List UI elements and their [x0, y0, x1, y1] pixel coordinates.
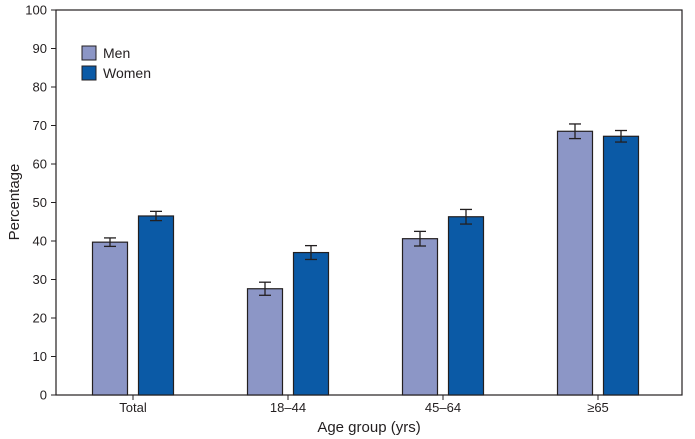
- bar-women: [447, 216, 485, 396]
- y-tick-label: 0: [40, 388, 47, 403]
- y-tick-label: 60: [33, 157, 47, 172]
- legend-label-men: Men: [103, 45, 130, 61]
- y-tick-label: 20: [33, 311, 47, 326]
- bars: [91, 123, 640, 396]
- y-tick-label: 40: [33, 234, 47, 249]
- bar-men: [91, 241, 129, 396]
- legend-swatch-men: [81, 45, 97, 61]
- y-axis-title: Percentage: [6, 164, 23, 241]
- x-tick-label: 45–64: [425, 400, 461, 415]
- bar-women: [602, 135, 640, 396]
- x-tick-label: ≥65: [587, 400, 609, 415]
- y-tick-label: 30: [33, 272, 47, 287]
- y-tick-label: 90: [33, 41, 47, 56]
- x-tick-label: Total: [119, 400, 147, 415]
- x-tick-label: 18–44: [270, 400, 306, 415]
- y-tick-label: 50: [33, 195, 47, 210]
- legend-label-women: Women: [103, 65, 151, 81]
- y-tick-label: 70: [33, 118, 47, 133]
- x-axis: Total 18–44 45–64 ≥65: [119, 395, 609, 415]
- y-tick-label: 10: [33, 349, 47, 364]
- legend-swatch-women: [81, 65, 97, 81]
- x-axis-title: Age group (yrs): [317, 419, 420, 436]
- bar-men: [556, 130, 594, 396]
- y-axis: 0 10 20 30 40 50 60 70 80 90 100: [25, 3, 56, 403]
- y-tick-label: 80: [33, 80, 47, 95]
- legend: Men Women: [81, 45, 151, 81]
- y-tick-label: 100: [25, 3, 47, 18]
- bar-men: [401, 238, 439, 396]
- bar-women: [292, 251, 330, 396]
- bar-women: [137, 215, 175, 396]
- bar-men: [246, 288, 284, 396]
